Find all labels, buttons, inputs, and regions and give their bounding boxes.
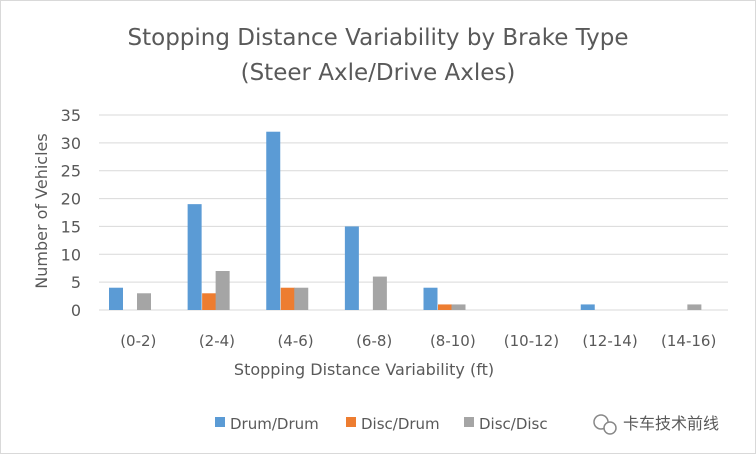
bar-drum-drum: [423, 287, 438, 310]
bar-disc-disc: [451, 304, 466, 310]
x-tick-label: (10-12): [504, 332, 559, 350]
bar-drum-drum: [266, 131, 281, 310]
x-tick-label: (6-8): [356, 332, 392, 350]
legend-label: Disc/Drum: [361, 415, 440, 433]
y-tick-label: 20: [61, 190, 81, 209]
legend-label: Disc/Disc: [479, 415, 548, 433]
wechat-icon: [593, 414, 617, 435]
y-tick-label: 25: [61, 162, 81, 181]
x-tick-label: (12-14): [582, 332, 637, 350]
x-tick-label: (2-4): [199, 332, 235, 350]
watermark: 卡车技术前线: [593, 414, 719, 435]
x-tick-label: (4-6): [277, 332, 313, 350]
y-tick-label: 10: [61, 245, 81, 264]
x-tick-label: (0-2): [120, 332, 156, 350]
bar-disc-drum: [280, 287, 295, 310]
chart-subtitle: (Steer Axle/Drive Axles): [241, 60, 516, 86]
bar-disc-disc: [137, 293, 151, 310]
bar-drum-drum: [109, 287, 123, 310]
bar-disc-disc: [294, 287, 309, 310]
bar-disc-drum: [202, 293, 217, 310]
bar-disc-disc: [372, 276, 387, 310]
x-tick-label: (8-10): [430, 332, 476, 350]
legend-swatch: [215, 417, 225, 427]
chart-title: Stopping Distance Variability by Brake T…: [128, 25, 629, 51]
y-axis-title: Number of Vehicles: [32, 133, 51, 288]
legend-swatch: [346, 417, 356, 427]
bar-drum-drum: [187, 204, 202, 310]
watermark-text: 卡车技术前线: [623, 414, 719, 433]
bar-drum-drum: [344, 226, 359, 310]
bar-drum-drum: [580, 304, 595, 310]
bar-disc-disc: [687, 304, 702, 310]
y-tick-label: 5: [71, 273, 81, 292]
y-tick-label: 0: [71, 301, 81, 320]
legend-swatch: [464, 417, 474, 427]
x-axis-title: Stopping Distance Variability (ft): [234, 360, 494, 379]
y-tick-label: 35: [61, 106, 81, 125]
legend: Drum/Drum Disc/Drum Disc/Disc: [215, 415, 548, 433]
bar-disc-disc: [215, 271, 230, 310]
bar-disc-drum: [438, 304, 452, 310]
y-tick-label: 30: [61, 134, 81, 153]
legend-label: Drum/Drum: [230, 415, 319, 433]
x-tick-label: (14-16): [661, 332, 716, 350]
y-tick-label: 15: [61, 217, 81, 236]
